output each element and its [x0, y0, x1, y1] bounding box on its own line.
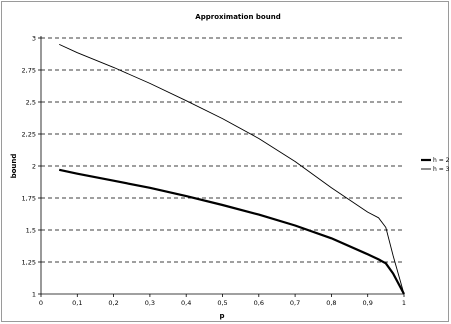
- y-tick-label: 1,75: [22, 194, 36, 202]
- x-tick-label: 1: [402, 299, 406, 307]
- x-tick-label: 0,1: [72, 299, 82, 307]
- y-tick-label: 2,5: [26, 98, 36, 106]
- x-tick-label: 0,4: [181, 299, 191, 307]
- y-tick-labels: 1 1,25 1,5 1,75 2 2,25 2,5 2,75 3: [22, 34, 36, 298]
- x-tick-labels: 0 0,1 0,2 0,3 0,4 0,5 0,6 0,7 0,8 0,9 1: [39, 299, 406, 307]
- x-tick-label: 0: [39, 299, 43, 307]
- x-tick-label: 0,3: [145, 299, 155, 307]
- y-tick-label: 2,25: [22, 130, 36, 138]
- y-tick-label: 1,25: [22, 258, 36, 266]
- y-axis-label: bound: [10, 154, 18, 179]
- y-tick-label: 2,75: [22, 66, 36, 74]
- chart-title: Approximation bound: [195, 13, 280, 21]
- axes: [38, 36, 405, 297]
- series-line-1: [58, 168, 405, 295]
- x-axis-label: p: [219, 312, 224, 320]
- x-tick-label: 0,6: [254, 299, 264, 307]
- series-line-2: [59, 43, 405, 295]
- legend-label: h = 3: [433, 166, 450, 173]
- legend-label: h = 2: [433, 157, 450, 164]
- y-tick-label: 1,5: [26, 226, 36, 234]
- y-tick-label: 2: [32, 162, 36, 170]
- gridlines: [41, 37, 404, 263]
- series-lines: [58, 43, 405, 295]
- legend: h = 2 h = 3: [421, 157, 450, 173]
- x-tick-label: 0,2: [108, 299, 118, 307]
- y-tick-label: 3: [32, 34, 36, 42]
- x-tick-label: 0,5: [217, 299, 227, 307]
- x-tick-label: 0,8: [326, 299, 336, 307]
- x-tick-label: 0,9: [363, 299, 373, 307]
- y-tick-label: 1: [32, 290, 36, 298]
- x-tick-label: 0,7: [290, 299, 300, 307]
